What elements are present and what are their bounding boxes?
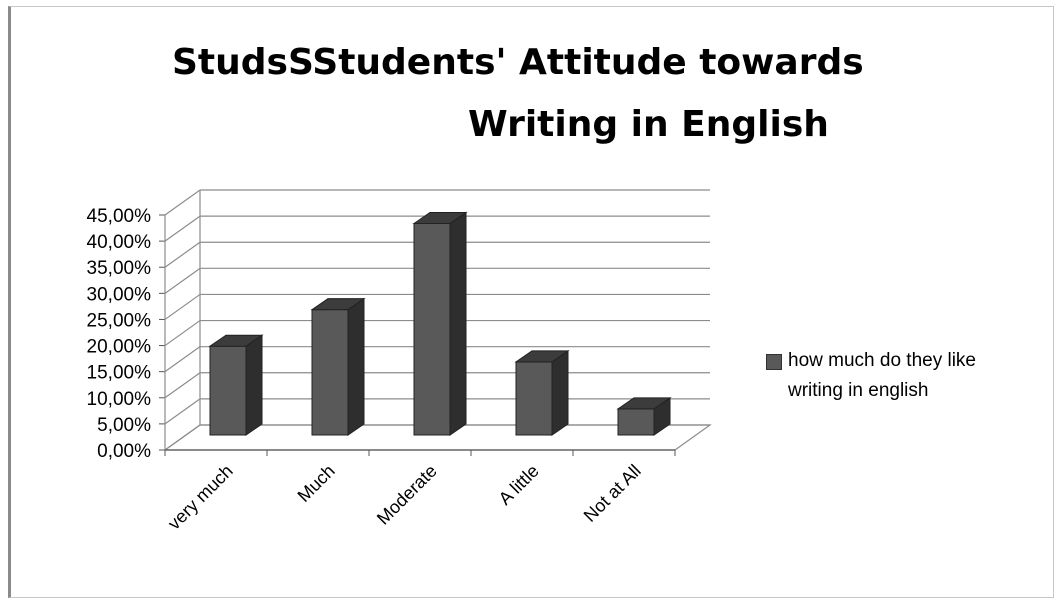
bar [210, 346, 246, 435]
x-tick-label: Much [294, 461, 339, 506]
gridline-side [165, 321, 200, 346]
y-tick-label: 0,00% [97, 441, 151, 462]
x-tick-label: Not at All [580, 461, 645, 526]
bar [312, 310, 348, 435]
x-tick-label: A little [495, 461, 543, 509]
gridline-side [165, 216, 200, 241]
y-tick-label: 35,00% [87, 258, 152, 279]
bar-side [552, 351, 568, 435]
bar-side [348, 299, 364, 435]
y-tick-label: 10,00% [87, 389, 152, 410]
gridline-side [165, 242, 200, 267]
x-tick-label: Moderate [373, 461, 441, 529]
legend: how much do they like writing in english [788, 346, 1048, 406]
gridline-side [165, 190, 200, 215]
bar [516, 362, 552, 435]
bar [414, 224, 450, 436]
x-tick-labels: very much Much Moderate A little Not at All [164, 461, 645, 534]
bar-side [246, 335, 262, 435]
gridline-side [165, 294, 200, 319]
y-tick-label: 5,00% [97, 415, 151, 436]
y-tick-label: 20,00% [87, 337, 152, 358]
legend-series-label: how much do they like writing in english [788, 346, 1028, 406]
gridline-side [165, 373, 200, 398]
gridline-side [165, 347, 200, 372]
y-tick-label: 45,00% [87, 206, 152, 227]
bars [210, 213, 670, 436]
gridline-side [165, 268, 200, 293]
legend-swatch [766, 354, 782, 370]
bar-side [450, 213, 466, 436]
y-tick-label: 25,00% [87, 310, 152, 331]
y-tick-label: 15,00% [87, 363, 152, 384]
bar [618, 409, 654, 435]
y-tick-labels: 0,00% 5,00% 10,00% 15,00% 20,00% 25,00% 30,00%… [87, 206, 152, 462]
y-tick-label: 40,00% [87, 232, 152, 253]
gridline-side [165, 399, 200, 424]
x-tick-label: very much [164, 461, 237, 534]
y-tick-label: 30,00% [87, 284, 152, 305]
